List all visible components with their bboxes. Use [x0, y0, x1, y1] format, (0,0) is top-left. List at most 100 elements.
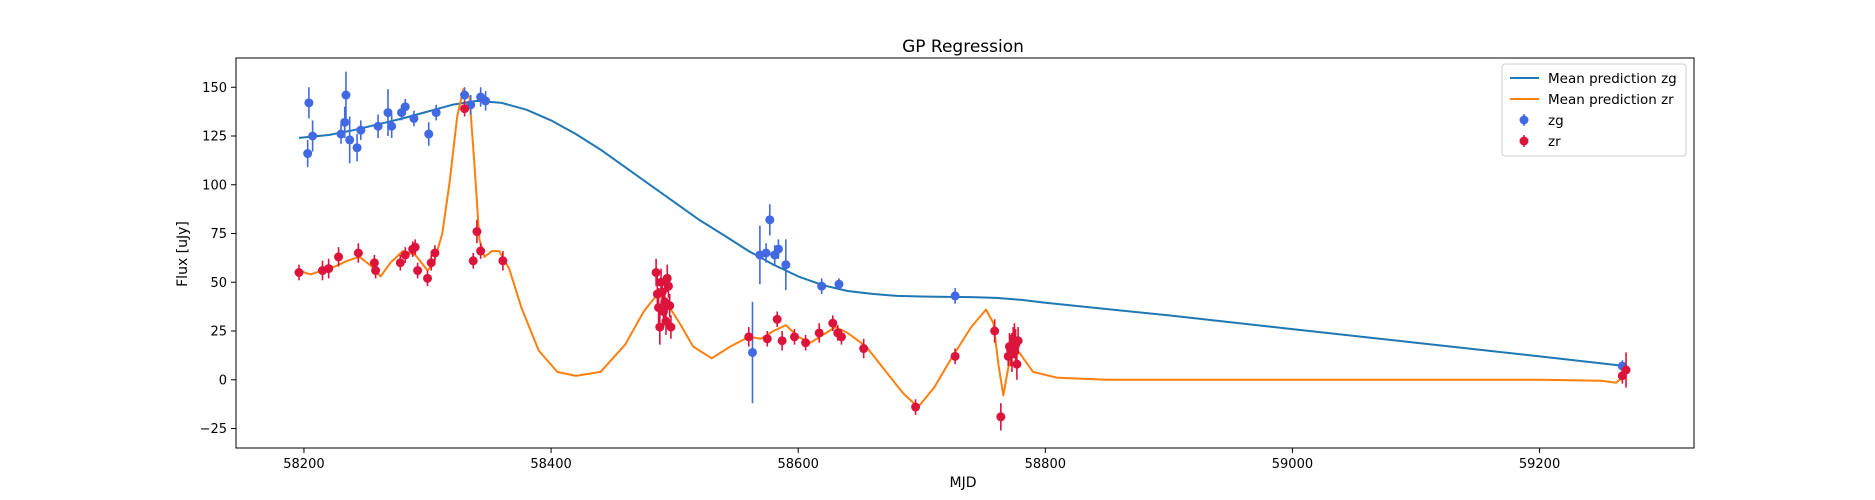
- marker-zr: [859, 344, 869, 354]
- x-tick-label: 58800: [1025, 457, 1066, 472]
- data-point-zr: [801, 334, 811, 351]
- data-point-zg: [308, 120, 318, 152]
- data-point-zg: [345, 116, 355, 164]
- data-point-zg: [747, 301, 757, 404]
- marker-zr: [836, 332, 846, 342]
- marker-zr: [426, 258, 436, 268]
- data-point-zr: [468, 253, 478, 269]
- marker-zr: [1621, 365, 1631, 375]
- marker-zg: [400, 102, 410, 112]
- marker-zr: [395, 258, 405, 268]
- marker-zr: [460, 104, 470, 114]
- marker-zr: [789, 332, 799, 342]
- marker-zg: [481, 96, 491, 106]
- marker-zg: [781, 260, 791, 270]
- data-point-zr: [1621, 352, 1631, 388]
- data-point-zg: [834, 278, 844, 291]
- data-point-zg: [481, 91, 491, 111]
- data-point-zr: [990, 319, 1000, 343]
- axes: 58200 58400 58600 58800 59000 59200 −25 0 25 50 75…: [200, 57, 1695, 472]
- marker-zr: [814, 328, 824, 338]
- marker-zr: [468, 256, 478, 266]
- marker-zg: [383, 108, 393, 118]
- marker-zr: [1012, 359, 1022, 369]
- data-point-zr: [423, 270, 433, 287]
- data-point-zg: [356, 120, 366, 140]
- marker-zr: [744, 332, 754, 342]
- marker-zr: [828, 318, 838, 328]
- data-point-zr: [294, 264, 304, 281]
- data-point-zg: [781, 239, 791, 291]
- marker-zg: [761, 248, 771, 258]
- marker-zr: [950, 351, 960, 361]
- data-point-zr: [655, 309, 665, 345]
- marker-zr: [777, 336, 787, 346]
- x-axis-label: MJD: [950, 475, 977, 491]
- marker-zr: [334, 252, 344, 262]
- marker-zg: [303, 149, 313, 159]
- data-point-zr: [324, 258, 334, 279]
- y-tick-label: 25: [210, 325, 227, 340]
- legend-label-mean-zr: Mean prediction zr: [1548, 92, 1674, 108]
- data-point-zr: [472, 219, 482, 244]
- data-point-zg: [817, 278, 827, 294]
- data-point-zr: [777, 331, 787, 351]
- marker-zr: [655, 322, 665, 332]
- x-tick-label: 58200: [283, 457, 324, 472]
- marker-zg: [950, 291, 960, 301]
- data-point-zg: [341, 71, 351, 119]
- data-point-zg: [387, 114, 397, 138]
- marker-zr: [663, 281, 673, 291]
- legend-label-mean-zg: Mean prediction zg: [1548, 71, 1677, 87]
- marker-zr: [772, 314, 782, 324]
- marker-zr: [476, 246, 486, 256]
- marker-zr: [996, 412, 1006, 422]
- data-point-zr: [744, 327, 754, 347]
- data-point-zr: [334, 247, 344, 267]
- data-point-zr: [353, 243, 363, 263]
- data-point-zr: [911, 399, 921, 415]
- data-point-zr: [1013, 327, 1023, 355]
- marker-zg: [352, 143, 362, 153]
- plot-frame: [235, 57, 1695, 449]
- marker-zg: [345, 135, 355, 145]
- x-tick-label: 58600: [778, 457, 819, 472]
- data-point-zr: [836, 329, 846, 345]
- y-tick-label: 0: [219, 373, 227, 388]
- data-point-zr: [950, 348, 960, 365]
- data-point-zg: [765, 204, 775, 236]
- data-point-zg: [400, 98, 410, 115]
- marker-zg: [387, 121, 397, 131]
- legend: Mean prediction zg Mean prediction zr zg…: [1501, 63, 1687, 157]
- marker-zg: [817, 281, 827, 291]
- data-point-zg: [773, 239, 783, 259]
- y-tick-label: 125: [202, 130, 227, 145]
- data-point-zr: [814, 323, 824, 343]
- legend-label-zr: zr: [1548, 134, 1561, 150]
- data-point-zr: [666, 315, 676, 339]
- data-point-zr: [772, 311, 782, 328]
- marker-zr: [294, 268, 304, 277]
- marker-zg: [773, 244, 783, 254]
- y-tick-label: 50: [210, 276, 227, 291]
- marker-zr: [651, 268, 661, 277]
- marker-zg: [409, 113, 419, 123]
- data-point-zr: [498, 251, 508, 271]
- marker-zg: [424, 129, 434, 139]
- marker-zg: [336, 129, 346, 139]
- y-axis-label: Flux [uJy]: [175, 221, 191, 287]
- marker-zr: [666, 322, 676, 332]
- legend-label-zg: zg: [1548, 113, 1564, 129]
- data-point-zr: [395, 254, 405, 271]
- data-point-zg: [303, 139, 313, 168]
- data-point-zg: [424, 122, 434, 146]
- data-point-zr: [789, 329, 799, 345]
- data-point-zr: [665, 293, 675, 318]
- marker-zr: [423, 273, 433, 283]
- marker-zr: [1013, 336, 1023, 346]
- marker-zr: [353, 248, 363, 258]
- marker-zg: [340, 117, 350, 127]
- marker-zr: [430, 248, 440, 258]
- marker-zr: [400, 250, 410, 260]
